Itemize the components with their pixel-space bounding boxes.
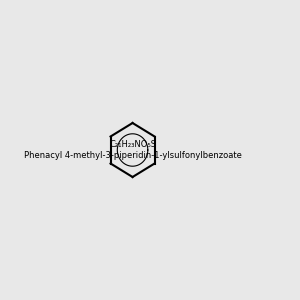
Text: C₂₁H₂₃NO₅S
Phenacyl 4-methyl-3-piperidin-1-ylsulfonylbenzoate: C₂₁H₂₃NO₅S Phenacyl 4-methyl-3-piperidin… [24,140,242,160]
